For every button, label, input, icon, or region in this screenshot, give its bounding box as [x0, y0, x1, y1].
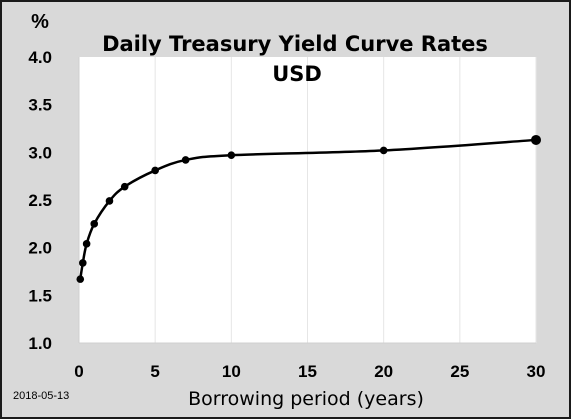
data-point — [90, 220, 99, 228]
x-tick-label: 15 — [298, 362, 317, 381]
data-point — [227, 151, 236, 159]
y-tick-label: 2.0 — [28, 239, 52, 258]
chart-subtitle: USD — [272, 62, 322, 86]
y-tick-label: 2.5 — [28, 191, 52, 210]
date-label: 2018-05-13 — [13, 390, 69, 402]
y-tick-label: 3.5 — [28, 96, 52, 115]
data-point — [120, 182, 129, 191]
axes: 1.0 1.5 2.0 2.5 3.0 3.5 4.0 0 5 10 15 20 25 30 — [28, 48, 545, 381]
data-point — [105, 197, 114, 205]
series-group — [76, 134, 541, 283]
data-point — [379, 146, 388, 155]
y-tick-label: 3.0 — [28, 143, 52, 162]
chart-title: Daily Treasury Yield Curve Rates — [102, 32, 488, 56]
y-tick-label: 4.0 — [28, 48, 52, 67]
y-tick-label: 1.0 — [28, 334, 52, 353]
data-point — [181, 156, 190, 164]
x-tick-label: 5 — [150, 362, 159, 381]
y-tick-label: 1.5 — [28, 286, 52, 305]
grid-lines — [154, 57, 537, 343]
y-axis-unit-label: % — [31, 11, 49, 33]
data-point — [151, 166, 159, 175]
data-point — [79, 259, 87, 267]
data-point — [531, 134, 541, 145]
x-tick-label: 30 — [527, 362, 546, 381]
x-axis-title: Borrowing period (years) — [188, 388, 424, 410]
x-tick-label: 0 — [74, 362, 83, 381]
data-point — [82, 240, 91, 248]
x-tick-label: 25 — [450, 362, 469, 381]
x-tick-label: 10 — [222, 362, 241, 381]
data-point — [76, 275, 85, 283]
x-tick-label: 20 — [374, 362, 393, 381]
